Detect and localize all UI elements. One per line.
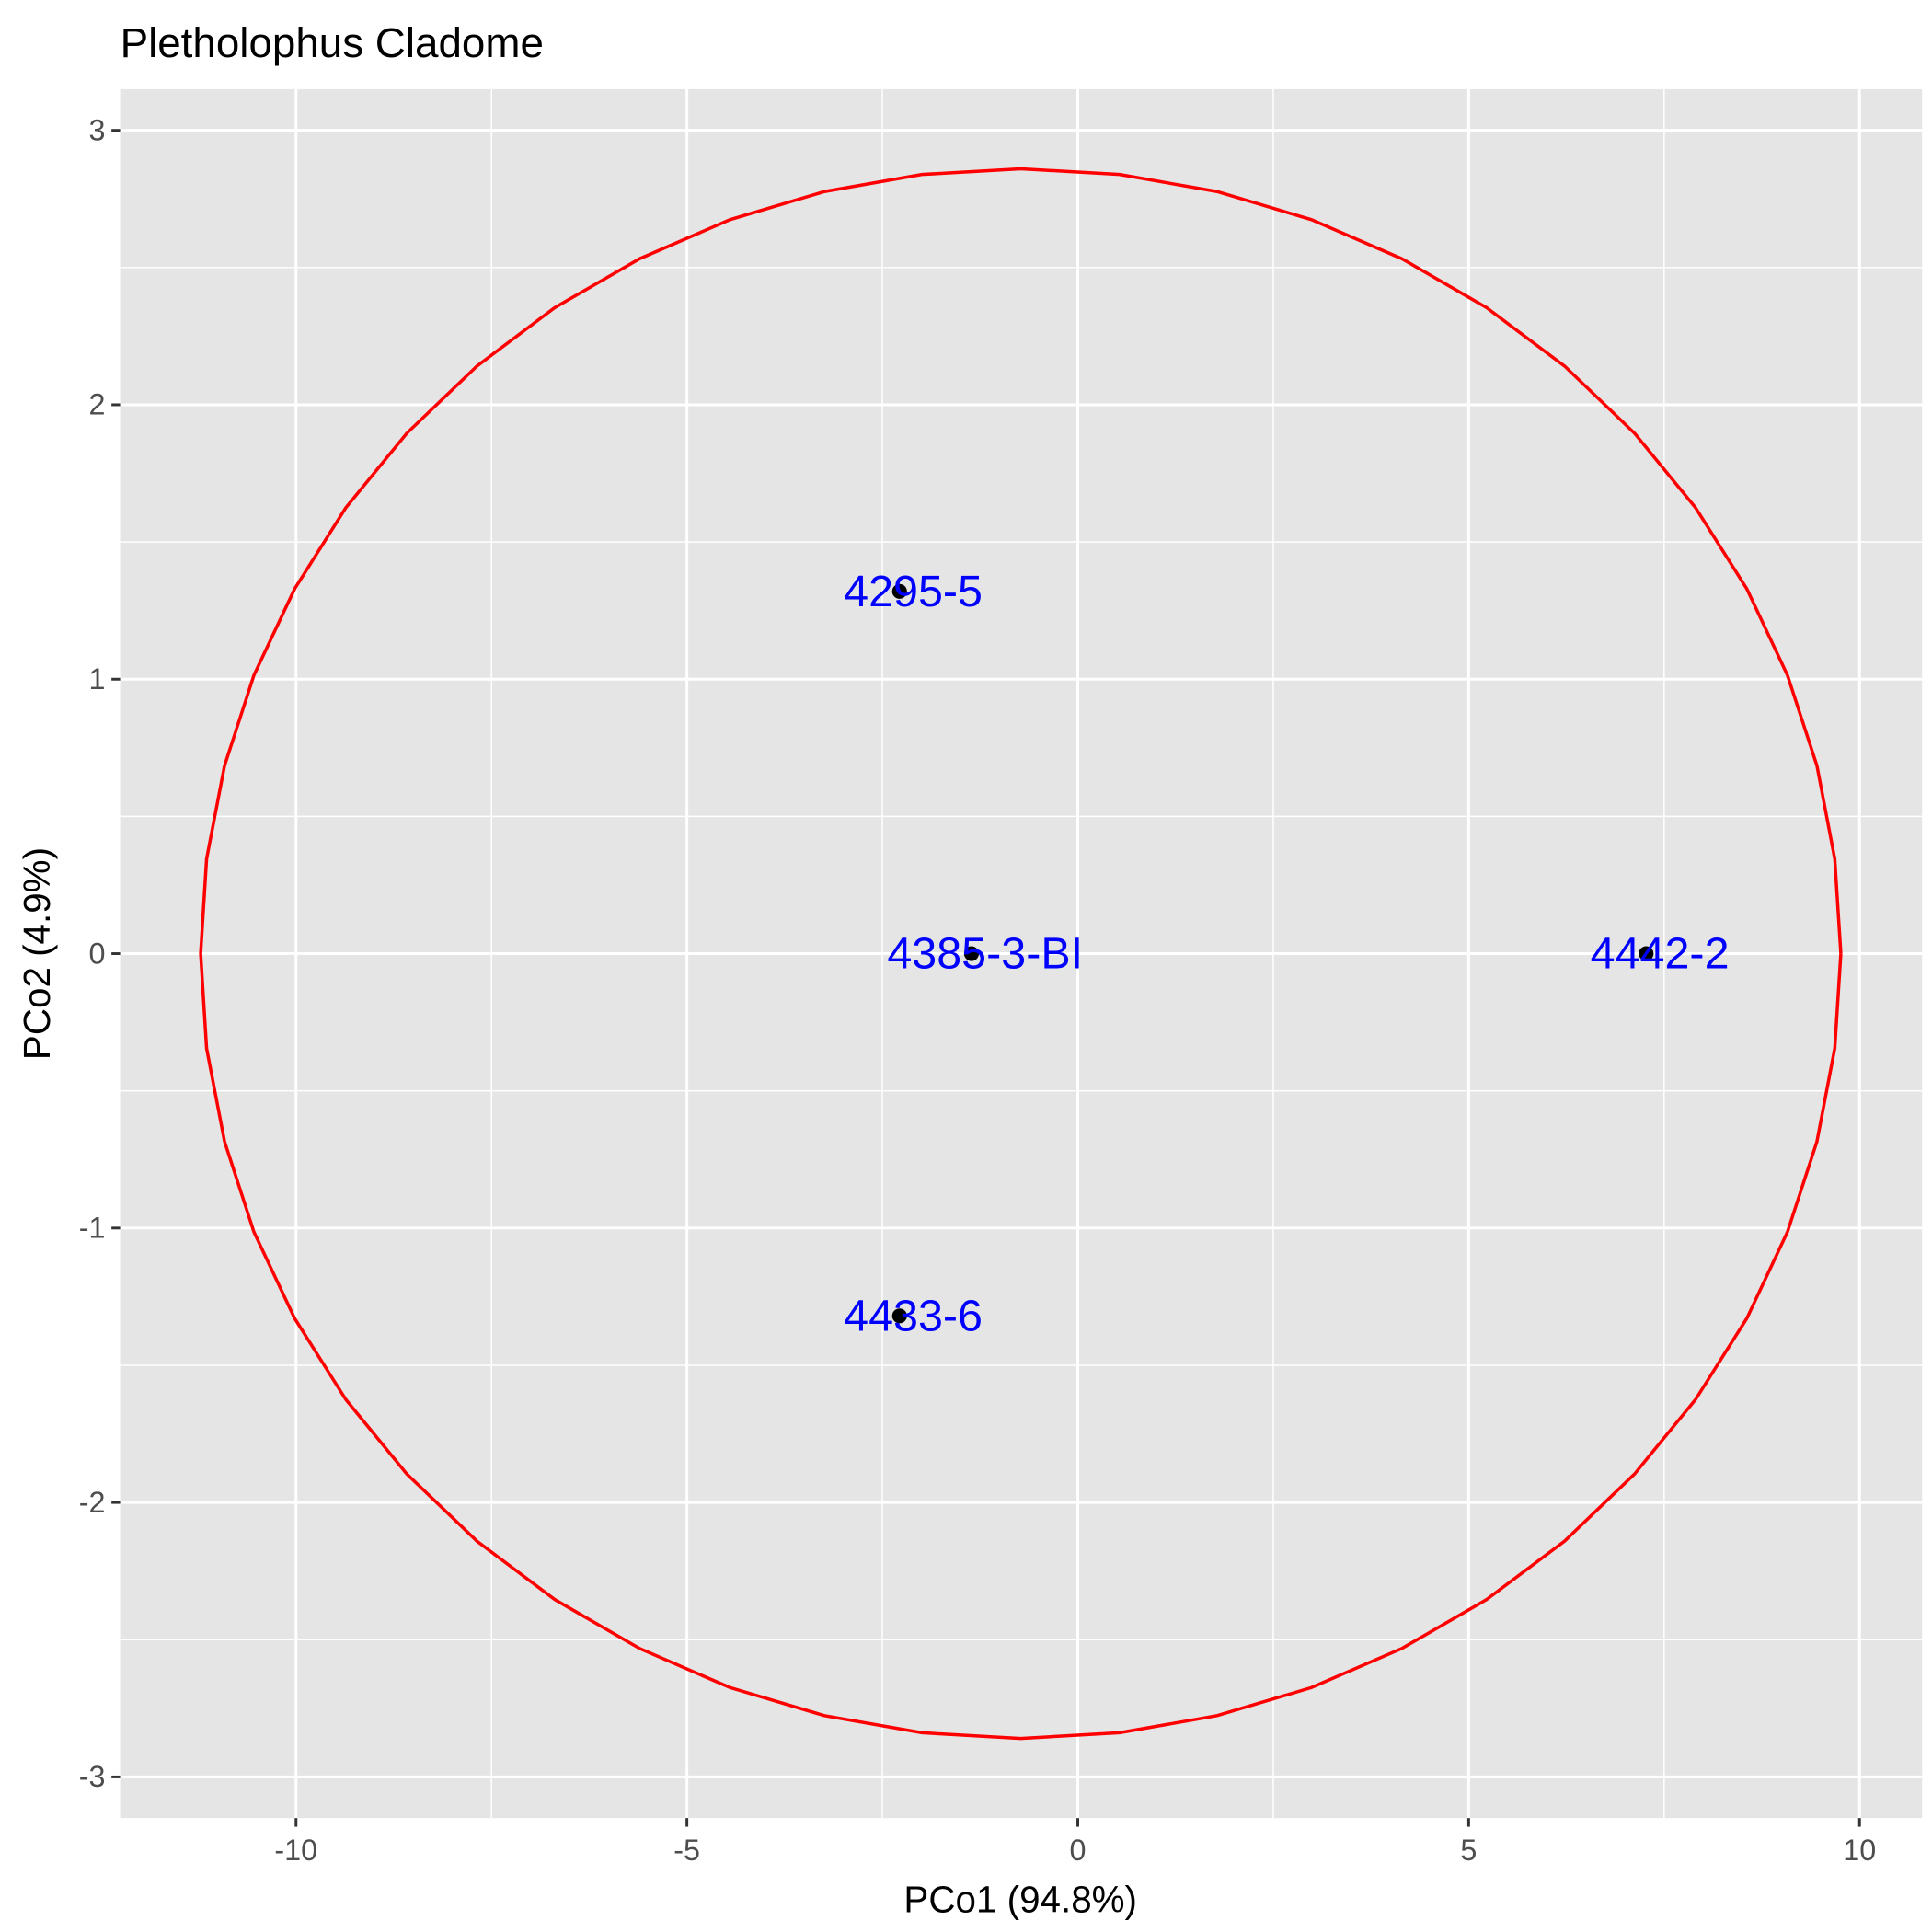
confidence-ellipse (199, 167, 1843, 1741)
x-tick-label: 10 (1843, 1834, 1876, 1867)
y-tick-label: 1 (88, 662, 105, 696)
y-tick-label: 0 (88, 937, 105, 970)
y-tick-label: 3 (88, 113, 105, 146)
point-label: 4433-6 (844, 1291, 983, 1340)
chart-title: Pletholophus Cladome (121, 19, 544, 66)
y-tick-label: 2 (88, 388, 105, 421)
x-tick-label: 0 (1070, 1834, 1087, 1867)
data-points: 4295-5 4385-3-BI 4442-2 4433-6 (844, 567, 1729, 1340)
point-label: 4385-3-BI (887, 929, 1083, 979)
point-label: 4295-5 (844, 567, 983, 616)
y-tick-label: -1 (79, 1212, 106, 1245)
y-tick-label: -2 (79, 1486, 106, 1519)
y-axis-label: PCo2 (4.9%) (16, 847, 58, 1060)
x-tick-label: -10 (274, 1834, 317, 1867)
y-tick-label: -3 (79, 1760, 106, 1793)
x-axis-label: PCo1 (94.8%) (903, 1878, 1137, 1920)
data-point (963, 946, 980, 961)
data-point (891, 583, 907, 599)
x-tick-label: 5 (1460, 1834, 1477, 1867)
data-point (1639, 946, 1654, 961)
x-tick-label: -5 (673, 1834, 700, 1867)
data-point (891, 1308, 907, 1324)
point-label: 4442-2 (1591, 929, 1730, 979)
grid-lines (120, 88, 1923, 1819)
